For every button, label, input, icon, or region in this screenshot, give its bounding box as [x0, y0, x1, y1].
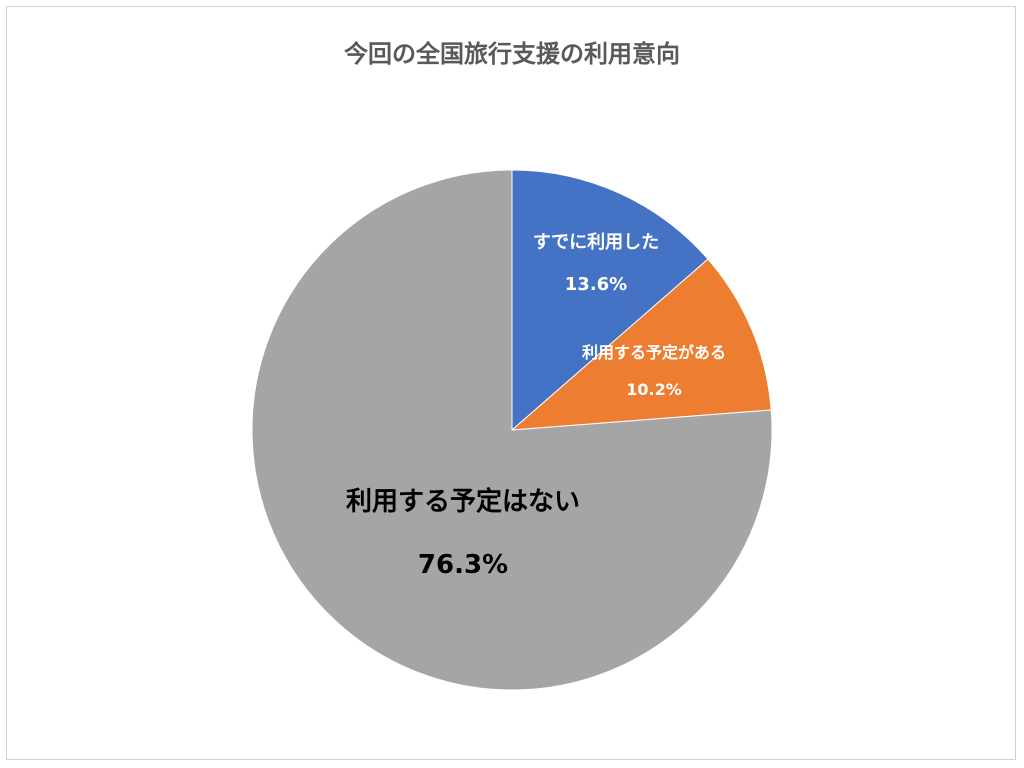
slice-already-used: [511, 169, 709, 432]
slice-value-label: 13.6%: [565, 274, 627, 295]
chart-title: 今回の全国旅行支援の利用意向: [344, 40, 680, 68]
slice-category-label: 利用する予定がある: [582, 343, 726, 362]
slice-value-label: 10.2%: [626, 380, 682, 399]
slice-no-plan: [251, 169, 773, 691]
slice-planning-to-use: [510, 258, 772, 431]
slice-category-label: すでに利用した: [533, 231, 659, 253]
slice-value-label: 76.3%: [418, 550, 508, 580]
slice-category-label: 利用する予定はない: [346, 486, 580, 517]
